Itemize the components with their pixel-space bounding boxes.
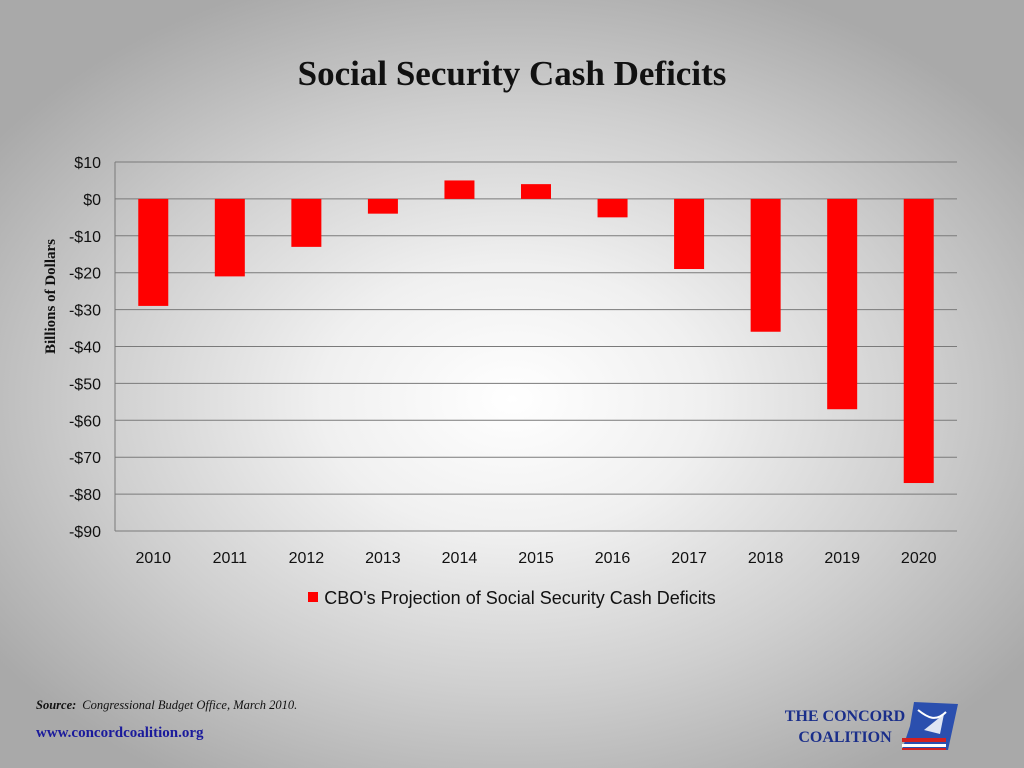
x-tick-label: 2020 bbox=[901, 550, 937, 567]
x-tick-label: 2017 bbox=[671, 550, 707, 567]
source-note: Source: Congressional Budget Office, Marc… bbox=[36, 698, 297, 713]
bar bbox=[674, 198, 705, 270]
y-tick-label: -$50 bbox=[69, 376, 101, 393]
bar bbox=[903, 198, 934, 484]
y-tick-label: -$20 bbox=[69, 266, 101, 283]
source-text: Congressional Budget Office, March 2010. bbox=[82, 698, 298, 712]
x-tick-label: 2016 bbox=[595, 550, 631, 567]
x-tick-label: 2015 bbox=[518, 550, 554, 567]
chart-title: Social Security Cash Deficits bbox=[297, 54, 727, 93]
y-axis-label: Billions of Dollars bbox=[43, 239, 59, 354]
y-tick-label: -$70 bbox=[69, 450, 101, 467]
org-name-line-1: THE CONCORD bbox=[784, 708, 906, 725]
y-tick-label: -$30 bbox=[69, 303, 101, 320]
legend-swatch bbox=[308, 592, 319, 603]
x-tick-label: 2013 bbox=[365, 550, 401, 567]
legend: CBO's Projection of Social Security Cash… bbox=[0, 588, 1024, 609]
y-tick-label: $10 bbox=[74, 155, 101, 172]
y-tick-label: -$10 bbox=[69, 229, 101, 246]
y-tick-label: -$40 bbox=[69, 340, 101, 357]
bar bbox=[214, 198, 245, 277]
y-tick-label: -$60 bbox=[69, 413, 101, 430]
bar bbox=[521, 184, 551, 199]
bar bbox=[444, 180, 475, 199]
source-label: Source: bbox=[36, 698, 77, 712]
bar bbox=[827, 198, 858, 410]
x-tick-label: 2019 bbox=[824, 550, 860, 567]
bar bbox=[291, 198, 322, 247]
bar bbox=[597, 198, 628, 218]
x-tick-label: 2014 bbox=[442, 550, 478, 567]
x-tick-label: 2010 bbox=[135, 550, 171, 567]
y-tick-label: -$80 bbox=[69, 487, 101, 504]
bar bbox=[750, 198, 781, 332]
legend-label: CBO's Projection of Social Security Cash… bbox=[324, 588, 716, 608]
y-tick-label: $0 bbox=[83, 192, 101, 209]
org-name-line-2: COALITION bbox=[798, 729, 892, 746]
bar bbox=[138, 198, 169, 306]
bar bbox=[367, 198, 398, 214]
x-tick-label: 2018 bbox=[748, 550, 784, 567]
x-tick-label: 2012 bbox=[289, 550, 325, 567]
website-link[interactable]: www.concordcoalition.org bbox=[36, 725, 204, 741]
y-tick-label: -$90 bbox=[69, 524, 101, 541]
bar-chart: $10 $0 -$10 -$20 -$30 -$40 -$50 -$60 -$70 -$80 -$9… bbox=[43, 155, 957, 567]
concord-coalition-logo-icon bbox=[902, 702, 958, 750]
organization-name: THE CONCORD COALITION bbox=[770, 706, 920, 748]
x-tick-label: 2011 bbox=[213, 550, 248, 567]
